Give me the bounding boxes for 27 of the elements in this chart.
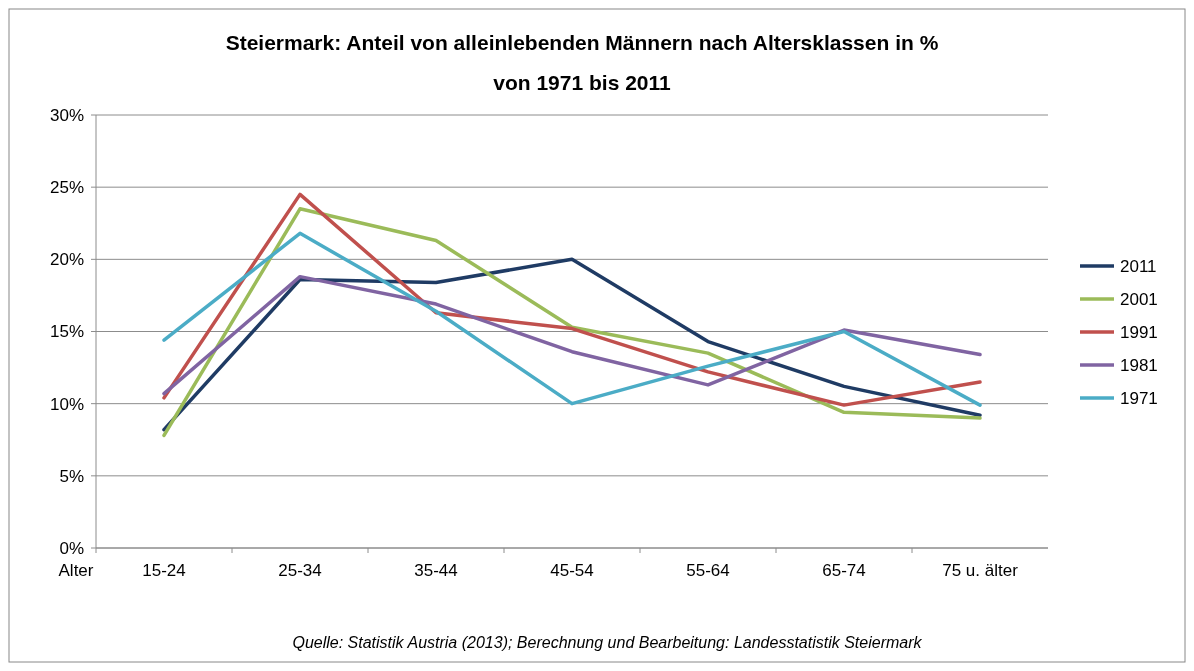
legend-label: 1971 [1120, 388, 1158, 408]
x-tick-label: 55-64 [686, 561, 730, 580]
line-series [162, 274, 982, 396]
legend-label: 2011 [1120, 256, 1157, 276]
x-tick-label: 15-24 [142, 561, 186, 580]
x-tick-label: 75 u. älter [942, 561, 1019, 580]
x-tick-label: 35-44 [414, 561, 458, 580]
legend-label: 1991 [1120, 322, 1158, 342]
source-note: Quelle: Statistik Austria (2013); Berechnung und Bearbeitung: Landesstatistik Steiermark [292, 634, 923, 651]
x-axis-title: Alter [58, 561, 94, 580]
y-tick-label: 5% [59, 466, 84, 486]
line-series [162, 207, 982, 438]
chart-title: Steiermark: Anteil von alleinlebenden Männern nach Altersklassen in % von 1971 bis 2011 [225, 31, 939, 94]
y-tick-label: 20% [49, 250, 84, 270]
legend-label: 1981 [1120, 355, 1158, 375]
y-tick-label: 10% [49, 394, 84, 414]
line-series [162, 257, 982, 432]
legend-label: 2001 [1120, 289, 1158, 309]
x-tick-label: 45-54 [550, 561, 594, 580]
line-series [162, 192, 982, 407]
x-tick-label: 25-34 [278, 561, 322, 580]
y-tick-label: 15% [49, 322, 84, 342]
y-tick-label: 30% [49, 105, 84, 125]
y-tick-label: 0% [59, 538, 84, 558]
x-tick-label: 65-74 [822, 561, 866, 580]
line-series [162, 231, 982, 407]
y-tick-label: 25% [49, 178, 84, 198]
